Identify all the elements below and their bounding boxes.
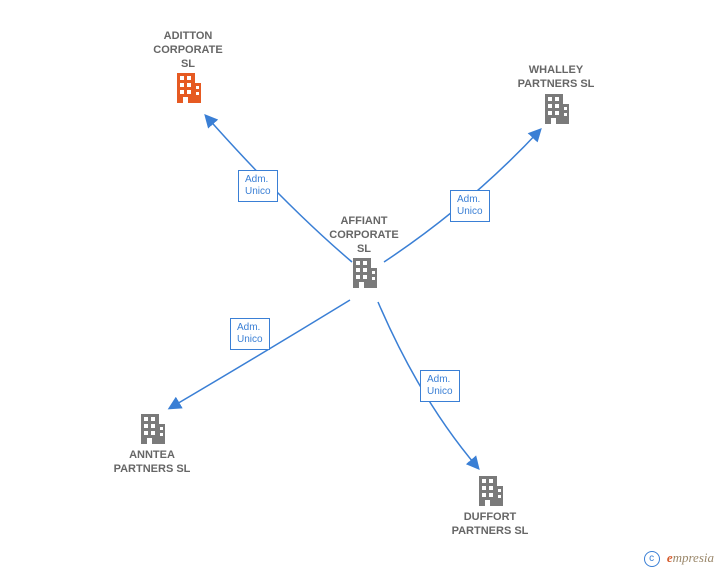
node-center[interactable]: AFFIANTCORPORATESL [304, 215, 424, 293]
edge-label: Adm.Unico [230, 318, 270, 350]
node-label: AFFIANTCORPORATESL [304, 215, 424, 256]
edge-label: Adm.Unico [420, 370, 460, 402]
edge-label: Adm.Unico [450, 190, 490, 222]
edge-center-anntea [170, 300, 350, 408]
node-label: DUFFORTPARTNERS SL [430, 511, 550, 539]
node-label: WHALLEYPARTNERS SL [496, 64, 616, 92]
node-duffort[interactable]: DUFFORTPARTNERS SL [430, 474, 550, 539]
node-whalley[interactable]: WHALLEYPARTNERS SL [496, 64, 616, 129]
building-icon [174, 71, 202, 103]
node-anntea[interactable]: ANNTEAPARTNERS SL [92, 412, 212, 477]
copyright-icon: c [644, 551, 660, 567]
edge-label: Adm.Unico [238, 170, 278, 202]
node-label: ADITTONCORPORATESL [128, 30, 248, 71]
watermark-brand-rest: mpresia [673, 550, 714, 565]
building-icon [542, 92, 570, 124]
building-icon [350, 256, 378, 288]
building-icon [138, 412, 166, 444]
watermark: c empresia [644, 550, 714, 567]
building-icon [476, 474, 504, 506]
node-aditton[interactable]: ADITTONCORPORATESL [128, 30, 248, 108]
node-label: ANNTEAPARTNERS SL [92, 449, 212, 477]
